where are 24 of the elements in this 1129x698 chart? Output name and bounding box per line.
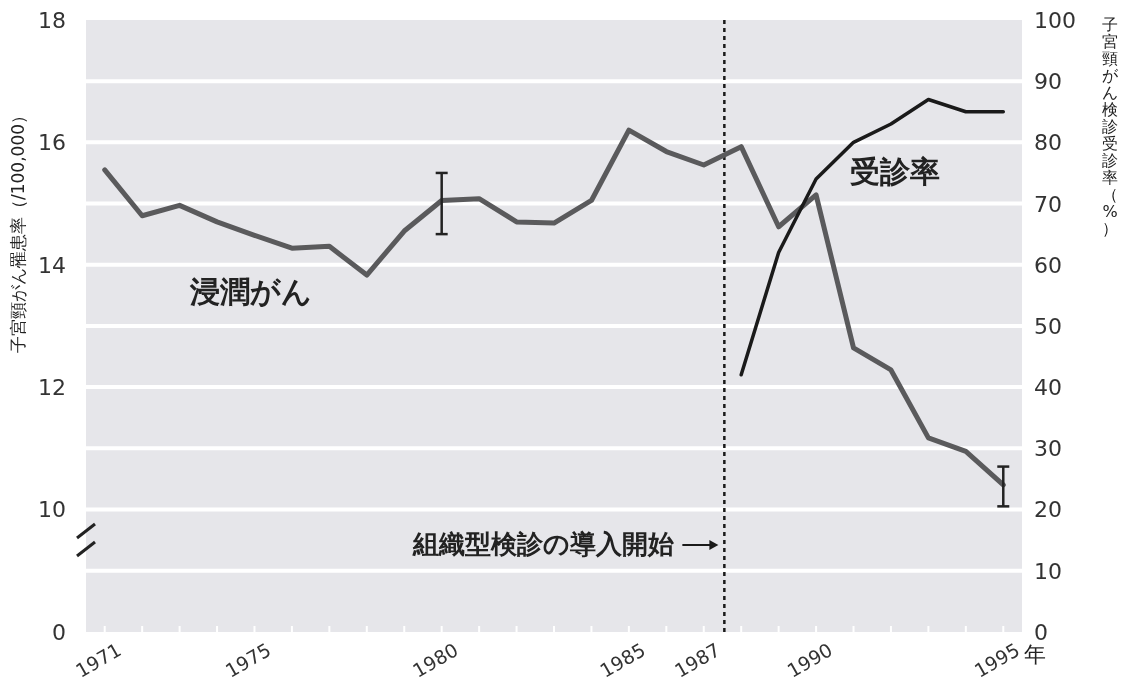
y2-tick-label: 70 [1034, 191, 1062, 217]
line-series [739, 97, 1006, 377]
y-tick-label: 12 [38, 375, 66, 401]
y2-tick-label: 10 [1034, 558, 1062, 584]
series-label: 受診率 [850, 154, 940, 189]
series-label: 浸潤がん [189, 274, 312, 309]
y-tick-label: 10 [38, 497, 66, 523]
y2-tick-label: 80 [1034, 130, 1062, 156]
y2-tick-label: 50 [1034, 313, 1062, 339]
y-tick-label: 16 [38, 130, 66, 156]
ref-line-label: 組織型検診の導入開始 [412, 529, 675, 559]
y-axis-title: 子宮頸がん罹患率（/100,000） [8, 106, 28, 354]
x-axis-title: 年 [1024, 642, 1046, 667]
y2-tick-label: 90 [1034, 69, 1062, 95]
y2-tick-label: 20 [1034, 497, 1062, 523]
y2-tick-label: 0 [1034, 620, 1048, 645]
y2-tick-label: 30 [1034, 436, 1062, 462]
y2-tick-label: 60 [1034, 252, 1062, 278]
y-tick-label: 14 [38, 252, 66, 278]
text: 子宮頸がん検診受診率（%） [1102, 15, 1118, 238]
y-tick-label: 18 [38, 8, 66, 33]
text: 0 [52, 620, 66, 645]
y2-tick-label: 40 [1034, 375, 1062, 401]
y2-tick-label: 100 [1034, 8, 1076, 33]
